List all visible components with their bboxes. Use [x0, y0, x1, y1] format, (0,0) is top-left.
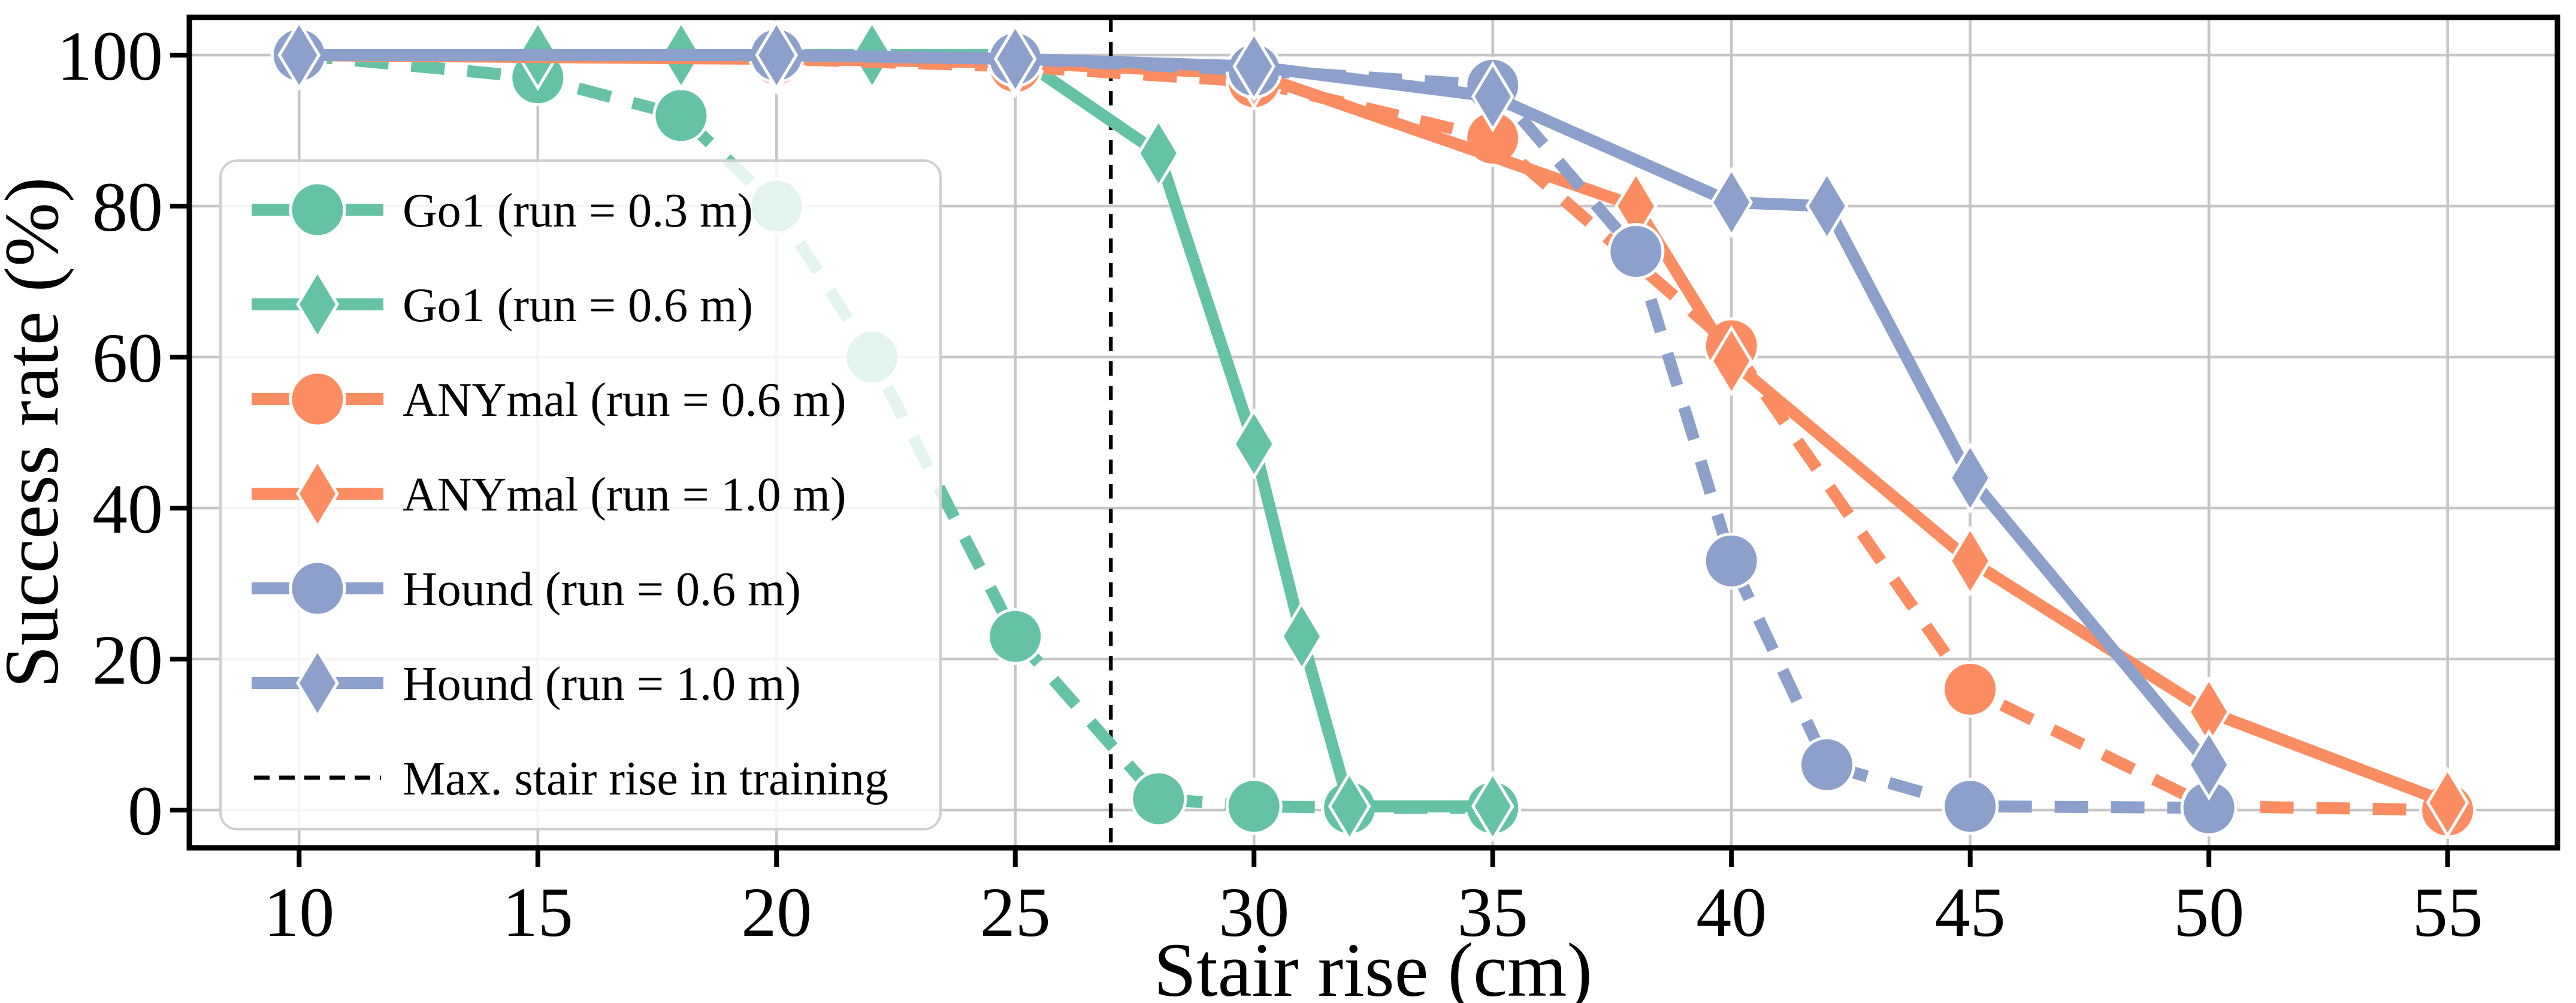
- axes-layer: 10 15 20 25 30 35 40 45 50 55 0 20 40 60 80 100: [57, 14, 2560, 951]
- marker-go1-06-32: [1328, 770, 1371, 842]
- marker-go1-03-18: [652, 87, 710, 144]
- marker-hound-06-40: [1703, 532, 1760, 590]
- marker-hound-10-45: [1948, 442, 1992, 514]
- legend-item-go1-03: Go1 (run = 0.3 m): [252, 181, 753, 238]
- marker-hound-10-50: [2187, 729, 2231, 801]
- marker-anymal-10-45: [1948, 525, 1992, 597]
- legend-marker-go1-06: [296, 268, 339, 340]
- marker-hound-10-42: [1805, 170, 1849, 242]
- marker-hound-06-42: [1798, 736, 1856, 793]
- legend-label-hound-06: Hound (run = 0.6 m): [403, 563, 801, 616]
- legend-item-training-limit: Max. stair rise in training: [254, 753, 888, 805]
- marker-hound-10-25: [993, 23, 1037, 95]
- marker-anymal-10-40: [1710, 325, 1753, 397]
- marker-hound-10-20: [755, 19, 799, 91]
- legend-item-hound-10: Hound (run = 1.0 m): [252, 647, 801, 719]
- marker-go1-06-31: [1280, 600, 1323, 673]
- tick-label-x-25: 25: [980, 873, 1051, 951]
- plot-border: [186, 14, 2560, 851]
- tick-label-y-100: 100: [57, 17, 163, 95]
- tick-label-y-40: 40: [92, 470, 163, 548]
- marker-go1-03-25: [987, 608, 1044, 665]
- legend-item-hound-06: Hound (run = 0.6 m): [252, 560, 801, 617]
- tick-label-x-45: 45: [1935, 873, 2006, 951]
- marker-anymal-06-45: [1942, 660, 1999, 718]
- legend-marker-go1-03: [289, 181, 346, 238]
- marker-go1-03-28: [1130, 770, 1187, 827]
- legend-item-anymal-10: ANYmal (run = 1.0 m): [252, 458, 846, 530]
- marker-hound-06-38: [1607, 223, 1665, 280]
- tick-label-y-20: 20: [92, 621, 163, 699]
- marker-go1-06-35: [1471, 770, 1514, 842]
- line-go1-03: [298, 49, 1493, 814]
- tick-label-x-40: 40: [1696, 873, 1767, 951]
- tick-label-x-10: 10: [264, 873, 334, 951]
- tick-label-x-15: 15: [503, 873, 573, 951]
- legend-box: [219, 159, 942, 830]
- legend-label-anymal-06: ANYmal (run = 0.6 m): [403, 374, 846, 427]
- marker-go1-06-28: [1136, 117, 1180, 189]
- tick-label-x-55: 55: [2412, 873, 2483, 951]
- legend-label-anymal-10: ANYmal (run = 1.0 m): [403, 469, 846, 521]
- marker-hound-10-40: [1710, 166, 1753, 238]
- tick-label-x-20: 20: [741, 873, 812, 951]
- tick-label-y-80: 80: [92, 168, 163, 246]
- marker-hound-06-45: [1942, 778, 1999, 835]
- tick-label-x-30: 30: [1219, 873, 1289, 951]
- legend-item-go1-06: Go1 (run = 0.6 m): [252, 268, 753, 340]
- tick-label-x-35: 35: [1458, 873, 1528, 951]
- legend-marker-anymal-10: [296, 458, 339, 530]
- marker-hound-10-10: [277, 19, 321, 91]
- legend: Go1 (run = 0.3 m) Go1 (run = 0.6 m) ANYmal…: [219, 159, 942, 830]
- series-hound-10: [277, 19, 2231, 801]
- legend-marker-hound-06: [289, 560, 346, 617]
- tick-label-x-50: 50: [2173, 873, 2244, 951]
- y-axis-title: Success rate (%): [0, 177, 74, 688]
- x-axis-title: Stair rise (cm): [1154, 928, 1592, 1003]
- marker-hound-10-30: [1232, 31, 1276, 102]
- marker-go1-06-30: [1232, 408, 1276, 480]
- marker-anymal-10-55: [2426, 766, 2469, 839]
- legend-label-hound-10: Hound (run = 1.0 m): [403, 658, 801, 711]
- legend-item-anymal-06: ANYmal (run = 0.6 m): [252, 370, 846, 428]
- legend-marker-anymal-06: [289, 370, 346, 428]
- legend-label-go1-03: Go1 (run = 0.3 m): [403, 185, 753, 237]
- series-layer: [270, 19, 2477, 842]
- tick-label-y-60: 60: [92, 319, 163, 397]
- marker-go1-03-30: [1225, 778, 1283, 835]
- label-layer: Stair rise (cm) Success rate (%): [0, 177, 1592, 1003]
- legend-label-training-limit: Max. stair rise in training: [403, 753, 888, 805]
- tick-label-y-0: 0: [128, 772, 163, 850]
- marker-hound-10-35: [1471, 61, 1514, 133]
- legend-label-go1-06: Go1 (run = 0.6 m): [403, 279, 753, 332]
- line-hound-06: [299, 49, 2209, 814]
- legend-marker-hound-10: [296, 647, 339, 719]
